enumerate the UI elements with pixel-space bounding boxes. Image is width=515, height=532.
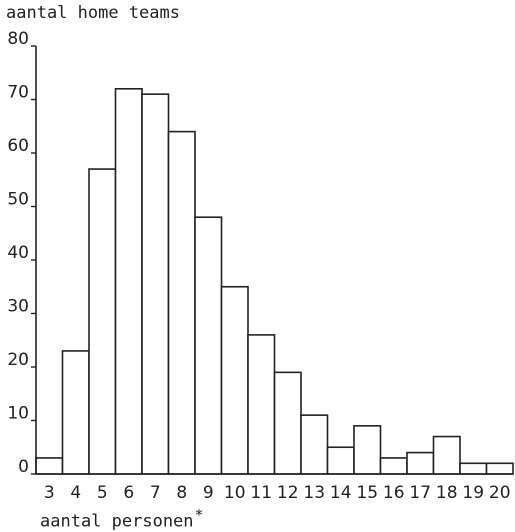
x-tick-label-16: 16 [383, 483, 405, 503]
x-tick-label-10: 10 [224, 483, 246, 503]
bar-19 [459, 462, 488, 475]
y-tick-label-50: 50 [7, 190, 29, 210]
x-tick-label-18: 18 [436, 483, 458, 503]
y-tick-label-40: 40 [7, 243, 29, 263]
bar-11 [247, 334, 276, 475]
x-tick-label-17: 17 [409, 483, 431, 503]
x-ticks-group: 3 4 5 6 7 8 9 10 11 12 13 14 15 16 17 18 19 20 [44, 483, 511, 503]
y-tick-label-30: 30 [7, 297, 29, 317]
x-tick-label-15: 15 [356, 483, 378, 503]
x-axis-label-asterisk: * [194, 506, 204, 524]
x-tick-label-5: 5 [97, 483, 108, 503]
bars-group [35, 88, 514, 475]
y-tick-label-60: 60 [7, 136, 29, 156]
bar-5 [88, 168, 117, 475]
x-tick-label-19: 19 [462, 483, 484, 503]
y-axis-label: aantal home teams [6, 3, 180, 23]
bar-10 [220, 285, 249, 475]
x-tick-label-20: 20 [489, 483, 511, 503]
x-axis-label: aantal personen* [40, 506, 204, 532]
bar-18 [432, 435, 461, 475]
x-tick-label-8: 8 [176, 483, 187, 503]
x-tick-label-4: 4 [70, 483, 81, 503]
y-tick-label-70: 70 [7, 83, 29, 103]
bar-4 [61, 350, 90, 475]
x-tick-label-11: 11 [250, 483, 272, 503]
bar-12 [273, 371, 302, 475]
x-tick-label-13: 13 [303, 483, 325, 503]
bar-8 [167, 130, 196, 475]
y-tick-label-80: 80 [7, 29, 29, 49]
bar-7 [141, 93, 170, 475]
bar-16 [379, 457, 408, 475]
x-tick-label-14: 14 [330, 483, 352, 503]
bar-6 [114, 88, 143, 475]
x-tick-label-12: 12 [277, 483, 299, 503]
x-tick-label-6: 6 [123, 483, 134, 503]
bar-9 [194, 216, 223, 475]
bar-14 [326, 446, 355, 475]
x-tick-label-7: 7 [150, 483, 161, 503]
y-ticks-group: 0 10 20 30 40 50 60 70 80 [7, 29, 36, 477]
y-tick-label-10: 10 [7, 404, 29, 424]
y-tick-label-0: 0 [18, 457, 29, 477]
x-axis-label-text: aantal personen [40, 511, 194, 532]
x-tick-label-9: 9 [203, 483, 214, 503]
bar-3 [35, 457, 64, 475]
bar-17 [406, 451, 435, 475]
bar-20 [485, 462, 514, 475]
bar-13 [300, 414, 329, 475]
x-tick-label-3: 3 [44, 483, 55, 503]
bar-15 [353, 425, 382, 475]
y-tick-label-20: 20 [7, 350, 29, 370]
